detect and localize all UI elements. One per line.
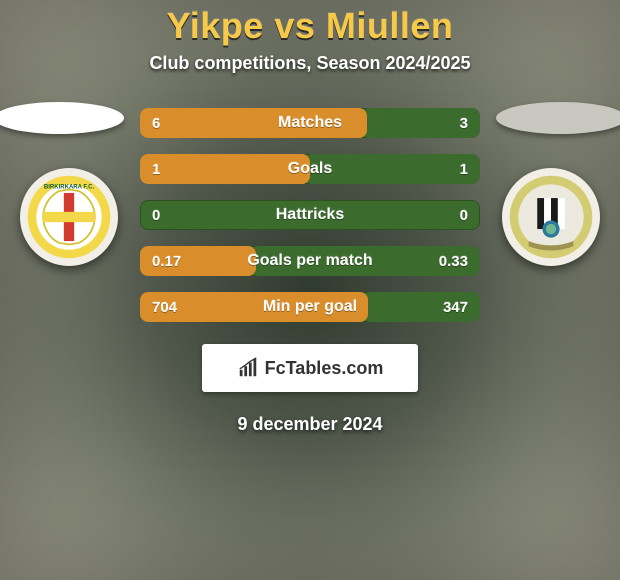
stat-value-right: 0.33 bbox=[420, 253, 480, 270]
stat-value-left: 6 bbox=[140, 115, 200, 132]
stat-value-right: 1 bbox=[420, 161, 480, 178]
club-badge-right bbox=[502, 168, 600, 266]
left-player-plate bbox=[0, 102, 124, 134]
compare-wrap: BIRKIRKARA F.C. bbox=[0, 108, 620, 322]
stat-value-left: 0.17 bbox=[140, 253, 200, 270]
club-left-icon: BIRKIRKARA F.C. bbox=[26, 174, 112, 260]
stat-value-left: 1 bbox=[140, 161, 200, 178]
stat-value-left: 0 bbox=[140, 207, 200, 224]
comparison-card: Yikpe vs Miullen Club competitions, Seas… bbox=[0, 0, 620, 580]
brand-box[interactable]: FcTables.com bbox=[202, 344, 418, 392]
club-badge-left: BIRKIRKARA F.C. bbox=[20, 168, 118, 266]
stat-label: Goals bbox=[200, 160, 420, 178]
stat-label: Goals per match bbox=[200, 252, 420, 270]
stat-value-right: 0 bbox=[420, 207, 480, 224]
stat-rows: 6Matches3 1Goals1 0Hattricks0 0.17Goals per… bbox=[140, 108, 480, 322]
stat-row: 0Hattricks0 bbox=[140, 200, 480, 230]
stat-row: 704Min per goal347 bbox=[140, 292, 480, 322]
stat-label: Min per goal bbox=[200, 298, 420, 316]
subtitle: Club competitions, Season 2024/2025 bbox=[0, 53, 620, 74]
stat-row: 1Goals1 bbox=[140, 154, 480, 184]
club-right-icon bbox=[508, 174, 594, 260]
brand-text: FcTables.com bbox=[265, 358, 384, 379]
svg-text:BIRKIRKARA F.C.: BIRKIRKARA F.C. bbox=[44, 185, 95, 191]
stat-value-right: 3 bbox=[420, 115, 480, 132]
page-title: Yikpe vs Miullen bbox=[0, 5, 620, 47]
bar-chart-icon bbox=[237, 357, 259, 379]
date-line: 9 december 2024 bbox=[0, 414, 620, 435]
right-player-plate bbox=[496, 102, 620, 134]
stat-label: Hattricks bbox=[200, 206, 420, 224]
stat-row: 6Matches3 bbox=[140, 108, 480, 138]
stat-label: Matches bbox=[200, 114, 420, 132]
stat-row: 0.17Goals per match0.33 bbox=[140, 246, 480, 276]
stat-value-left: 704 bbox=[140, 299, 200, 316]
content: Yikpe vs Miullen Club competitions, Seas… bbox=[0, 0, 620, 435]
stat-value-right: 347 bbox=[420, 299, 480, 316]
